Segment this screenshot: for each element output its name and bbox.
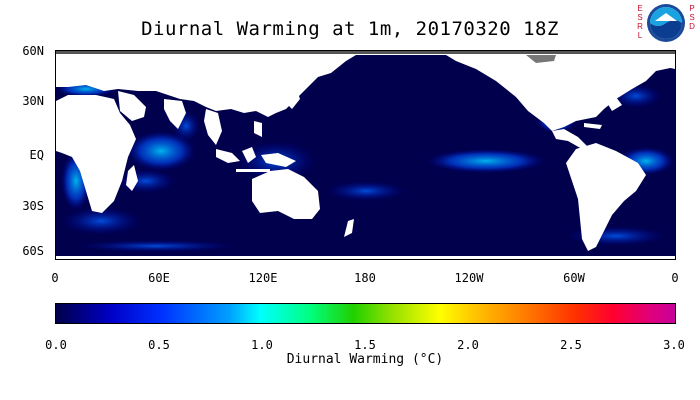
lon-label-120w: 120W xyxy=(454,271,484,285)
colorbar xyxy=(55,303,676,324)
lon-label-180: 180 xyxy=(354,271,376,285)
land-masses xyxy=(56,51,675,259)
colorbar-tick: 0.0 xyxy=(45,338,67,352)
noaa-logo-icon xyxy=(647,4,685,42)
colorbar-tick: 2.5 xyxy=(560,338,582,352)
lat-label-30n: 30N xyxy=(22,94,44,108)
colorbar-tick: 1.0 xyxy=(251,338,273,352)
lat-label-30s: 30S xyxy=(22,199,44,213)
colorbar-label: Diurnal Warming (°C) xyxy=(286,352,444,367)
warming-map xyxy=(55,50,676,260)
lon-label-0: 0 xyxy=(51,271,59,285)
lat-label-eq: EQ xyxy=(29,148,44,162)
lon-label-0-end: 0 xyxy=(671,271,679,285)
colorbar-tick: 2.0 xyxy=(457,338,479,352)
colorbar-tick: 0.5 xyxy=(148,338,170,352)
lat-label-60n: 60N xyxy=(22,44,44,58)
lat-label-60s: 60S xyxy=(22,244,44,258)
lon-label-120e: 120E xyxy=(248,271,278,285)
map-title: Diurnal Warming at 1m, 20170320 18Z xyxy=(141,18,559,40)
colorbar-tick: 3.0 xyxy=(663,338,685,352)
colorbar-tick: 1.5 xyxy=(354,338,376,352)
lon-label-60w: 60W xyxy=(563,271,585,285)
lon-label-60e: 60E xyxy=(148,271,170,285)
